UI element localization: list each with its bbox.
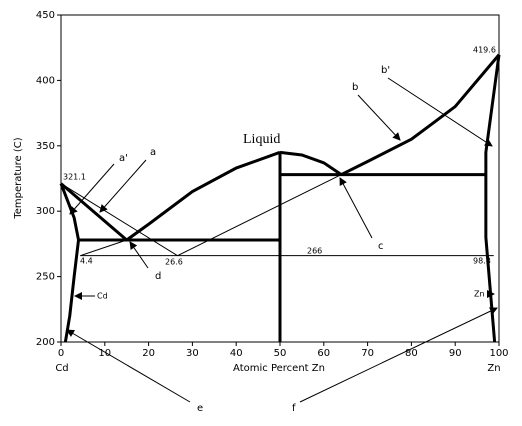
annotation: f [292,403,296,414]
x-tick-label: 100 [489,348,508,359]
phase-line [340,53,501,176]
y-tick-label: 350 [36,141,55,152]
annotation: e [197,403,203,414]
annotation: 4.4 [80,257,93,266]
y-tick-label: 300 [36,206,55,217]
annotation-arrow [99,159,147,213]
annotation-arrow [357,94,401,141]
annotation-arrow [129,241,149,269]
x-tick-label: 50 [274,348,287,359]
end-label: Cd [55,363,68,374]
annotation: Zn [474,290,485,299]
annotation-arrow [66,329,191,403]
annotation: b' [381,65,390,76]
x-tick-label: 70 [361,348,374,359]
x-tick-label: 80 [405,348,418,359]
annotation-arrow [299,307,498,403]
annotation: d [155,271,161,282]
x-tick-label: 30 [186,348,199,359]
annotation: 419.6 [473,46,496,55]
annotation: b [352,82,358,93]
x-tick-label: 20 [142,348,155,359]
phase-line [80,239,127,257]
phase-line [60,182,128,242]
annotation: c [378,241,384,252]
x-tick-label: 90 [449,348,462,359]
x-axis-label: Atomic Percent Zn [233,363,325,374]
y-axis-label: Temperature (C) [13,137,24,219]
x-tick-label: 40 [230,348,243,359]
y-tick-label: 200 [36,337,55,348]
x-tick-label: 60 [317,348,330,359]
annotation: Liquid [243,132,280,147]
y-tick-label: 400 [36,75,55,86]
annotation: a [150,147,156,158]
y-tick-label: 450 [36,10,55,21]
x-tick-label: 0 [58,348,64,359]
annotation: 266 [307,247,322,256]
annotation: 26.6 [165,258,183,267]
phase-line [279,150,343,176]
phase-line [60,183,178,257]
end-label: Zn [487,363,500,374]
annotation: 98.8 [473,257,491,266]
phase-line [177,174,342,257]
phase-line [484,54,501,343]
annotation-arrow [69,163,115,215]
annotation: a' [119,153,128,164]
annotation: 321.1 [63,173,86,182]
y-tick-label: 250 [36,272,55,283]
x-tick-label: 10 [98,348,111,359]
annotation-arrow [339,177,373,239]
annotation-arrow [387,77,493,147]
phase-line [125,150,281,242]
annotation: Cd [97,292,108,301]
